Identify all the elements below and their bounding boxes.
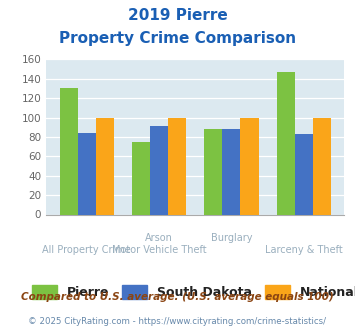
Bar — [295, 134, 313, 214]
Bar — [78, 133, 96, 214]
Text: 2019 Pierre: 2019 Pierre — [128, 8, 227, 23]
Bar — [60, 88, 78, 214]
Bar — [168, 117, 186, 214]
Bar — [96, 117, 114, 214]
Text: All Property Crime: All Property Crime — [43, 245, 131, 255]
Bar — [132, 142, 150, 214]
Bar — [277, 72, 295, 215]
Bar — [150, 126, 168, 214]
Bar — [240, 117, 258, 214]
Legend: Pierre, South Dakota, National: Pierre, South Dakota, National — [27, 280, 355, 304]
Text: Burglary: Burglary — [211, 233, 252, 243]
Bar — [222, 129, 240, 214]
Text: Motor Vehicle Theft: Motor Vehicle Theft — [112, 245, 206, 255]
Text: Compared to U.S. average. (U.S. average equals 100): Compared to U.S. average. (U.S. average … — [21, 292, 334, 302]
Text: Arson: Arson — [145, 233, 173, 243]
Text: © 2025 CityRating.com - https://www.cityrating.com/crime-statistics/: © 2025 CityRating.com - https://www.city… — [28, 317, 327, 326]
Text: Larceny & Theft: Larceny & Theft — [265, 245, 343, 255]
Bar — [204, 129, 222, 214]
Text: Property Crime Comparison: Property Crime Comparison — [59, 31, 296, 46]
Bar — [313, 117, 331, 214]
